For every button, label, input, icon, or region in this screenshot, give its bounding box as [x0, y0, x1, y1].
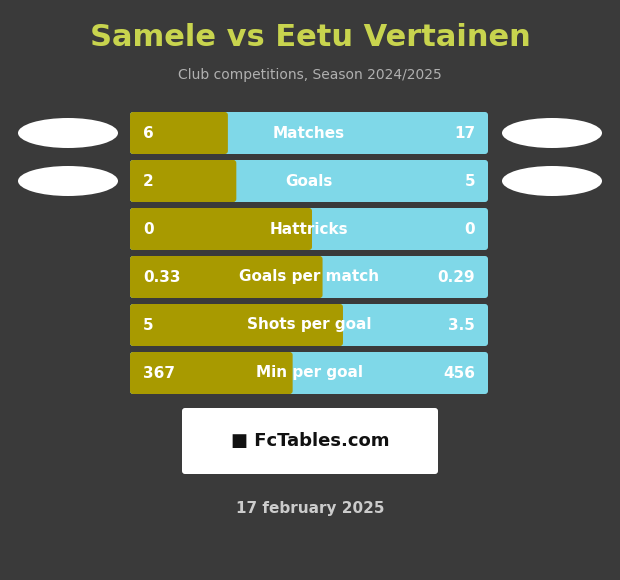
Text: 0.33: 0.33 [143, 270, 180, 285]
FancyBboxPatch shape [130, 256, 322, 298]
Text: Goals per match: Goals per match [239, 270, 379, 285]
Ellipse shape [502, 166, 602, 196]
Text: 456: 456 [443, 365, 475, 380]
FancyBboxPatch shape [130, 208, 488, 250]
Text: Samele vs Eetu Vertainen: Samele vs Eetu Vertainen [90, 24, 530, 53]
FancyBboxPatch shape [130, 304, 488, 346]
Text: 17 february 2025: 17 february 2025 [236, 502, 384, 517]
Ellipse shape [18, 118, 118, 148]
FancyBboxPatch shape [130, 160, 488, 202]
Text: ■ FcTables.com: ■ FcTables.com [231, 432, 389, 450]
Ellipse shape [502, 118, 602, 148]
Text: 5: 5 [143, 317, 154, 332]
FancyBboxPatch shape [130, 352, 488, 394]
Text: 0.29: 0.29 [437, 270, 475, 285]
Text: 17: 17 [454, 125, 475, 140]
FancyBboxPatch shape [130, 352, 293, 394]
Text: 0: 0 [464, 222, 475, 237]
FancyBboxPatch shape [130, 112, 488, 154]
FancyBboxPatch shape [130, 160, 236, 202]
FancyBboxPatch shape [130, 256, 488, 298]
FancyBboxPatch shape [130, 208, 312, 250]
FancyBboxPatch shape [130, 304, 343, 346]
Text: Min per goal: Min per goal [255, 365, 363, 380]
Text: 3.5: 3.5 [448, 317, 475, 332]
Ellipse shape [18, 166, 118, 196]
Text: Club competitions, Season 2024/2025: Club competitions, Season 2024/2025 [178, 68, 442, 82]
Text: 0: 0 [143, 222, 154, 237]
FancyBboxPatch shape [182, 408, 438, 474]
Text: Shots per goal: Shots per goal [247, 317, 371, 332]
Text: 367: 367 [143, 365, 175, 380]
Text: Matches: Matches [273, 125, 345, 140]
Text: 5: 5 [464, 173, 475, 188]
FancyBboxPatch shape [130, 112, 228, 154]
Text: Hattricks: Hattricks [270, 222, 348, 237]
Text: 6: 6 [143, 125, 154, 140]
Text: Goals: Goals [285, 173, 333, 188]
Text: 2: 2 [143, 173, 154, 188]
